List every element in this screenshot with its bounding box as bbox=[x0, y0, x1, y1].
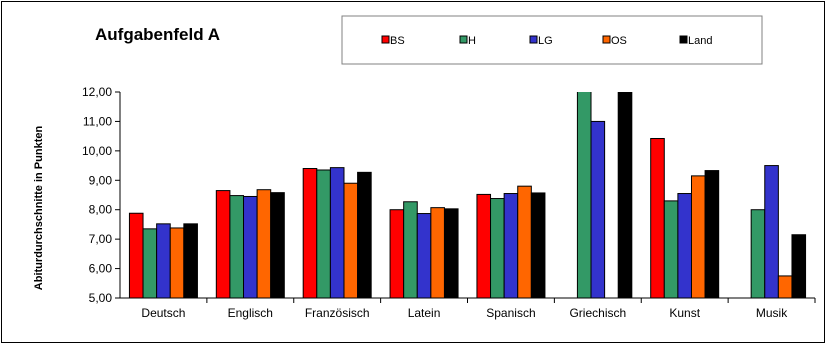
bar-lg-französisch bbox=[329, 167, 345, 298]
bar-land-spanisch bbox=[530, 192, 546, 298]
x-tick-label: Musik bbox=[756, 306, 788, 320]
y-tick-label: 11,00 bbox=[83, 114, 112, 128]
bar-land-griechisch bbox=[617, 92, 633, 298]
legend-label-h: H bbox=[468, 35, 476, 47]
legend-swatch-h bbox=[459, 35, 468, 44]
bar-bs-spanisch bbox=[476, 193, 492, 298]
bar-lg-englisch bbox=[243, 195, 258, 298]
bar-lg-deutsch bbox=[156, 223, 171, 298]
legend-label-lg: LG bbox=[538, 35, 553, 47]
bar-land-französisch bbox=[357, 171, 372, 298]
y-axis-label: Abiturdurchschnitte in Punkten bbox=[33, 126, 45, 291]
legend-label-bs: BS bbox=[390, 35, 405, 47]
bar-lg-griechisch bbox=[590, 120, 606, 298]
x-tick-label: Englisch bbox=[228, 306, 273, 320]
chart-title: Aufgabenfeld A bbox=[95, 25, 220, 44]
y-tick-label: 8,00 bbox=[89, 203, 113, 217]
legend-label-os: OS bbox=[611, 35, 627, 47]
bar-os-englisch bbox=[256, 189, 272, 298]
bar-h-musik bbox=[750, 209, 766, 298]
legend-swatch-lg bbox=[529, 35, 538, 44]
y-tick-label: 6,00 bbox=[89, 262, 113, 276]
bar-os-deutsch bbox=[169, 227, 185, 298]
x-tick-label: Latein bbox=[408, 306, 441, 320]
y-tick-label: 7,00 bbox=[89, 232, 113, 246]
bar-lg-musik bbox=[764, 165, 779, 298]
bar-land-latein bbox=[443, 208, 459, 298]
plot-area: 5,00 6,00 7,00 8,00 9,00 10,00 11,00 12,00 Deuts… bbox=[82, 85, 816, 320]
x-tick-label: Griechisch bbox=[569, 306, 626, 320]
x-tick-label: Kunst bbox=[669, 306, 700, 320]
bar-h-spanisch bbox=[490, 198, 505, 298]
bar-land-deutsch bbox=[183, 223, 198, 298]
y-tick-label: 5,00 bbox=[89, 291, 113, 305]
legend-swatch-land bbox=[679, 35, 688, 44]
legend: BS H LG OS Land bbox=[341, 15, 763, 65]
bar-h-kunst bbox=[663, 200, 679, 298]
bar-land-musik bbox=[791, 234, 807, 298]
x-tick-label: Spanisch bbox=[486, 306, 535, 320]
bars-group bbox=[128, 92, 807, 298]
bar-bs-englisch bbox=[215, 190, 231, 298]
bar-h-latein bbox=[403, 201, 418, 298]
legend-box bbox=[341, 15, 763, 65]
bar-h-deutsch bbox=[142, 228, 158, 298]
bar-land-englisch bbox=[270, 192, 285, 298]
bar-os-kunst bbox=[690, 175, 706, 298]
bar-land-kunst bbox=[704, 170, 720, 298]
bar-os-französisch bbox=[343, 182, 359, 298]
y-tick-label: 12,00 bbox=[82, 85, 112, 99]
bar-os-spanisch bbox=[517, 185, 532, 298]
bar-h-französisch bbox=[316, 169, 331, 298]
bar-bs-kunst bbox=[650, 137, 665, 298]
x-tick-label: Französisch bbox=[305, 306, 370, 320]
legend-label-land: Land bbox=[688, 35, 712, 47]
bar-bs-latein bbox=[389, 209, 405, 298]
legend-swatch-bs bbox=[381, 35, 390, 44]
bar-bs-deutsch bbox=[128, 212, 144, 298]
x-tick-label: Deutsch bbox=[141, 306, 185, 320]
bar-h-englisch bbox=[229, 195, 245, 298]
legend-swatch-os bbox=[602, 35, 611, 44]
bar-lg-kunst bbox=[677, 193, 692, 298]
bar-os-latein bbox=[430, 207, 445, 298]
bar-os-musik bbox=[777, 275, 793, 298]
y-tick-label: 10,00 bbox=[82, 144, 112, 158]
bar-h-griechisch bbox=[576, 92, 592, 298]
bar-bs-französisch bbox=[302, 168, 318, 298]
bar-lg-spanisch bbox=[503, 193, 519, 298]
y-tick-label: 9,00 bbox=[89, 173, 113, 187]
bar-lg-latein bbox=[416, 213, 432, 298]
